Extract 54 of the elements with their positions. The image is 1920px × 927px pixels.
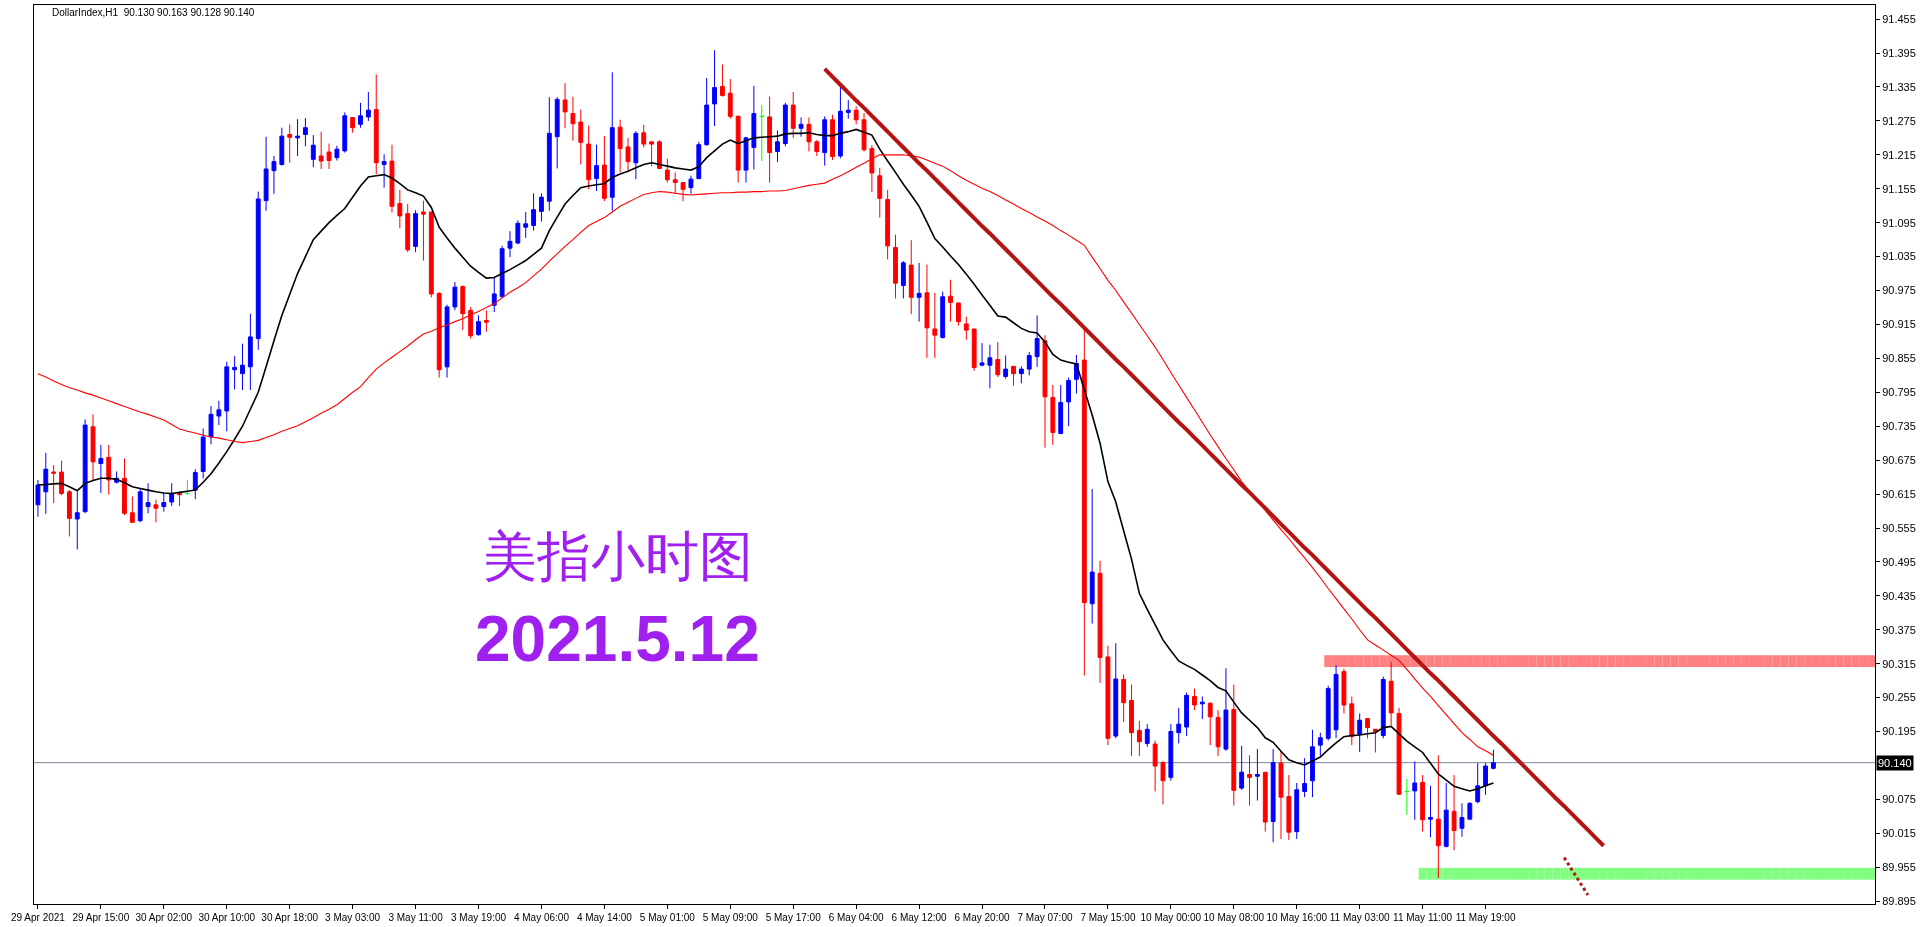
annotation: 美指小时图 bbox=[483, 525, 753, 588]
y-tick-label: 91.395 bbox=[1882, 46, 1916, 59]
y-tick-label: 91.215 bbox=[1882, 148, 1916, 161]
x-tick-label: 29 Apr 2021 bbox=[10, 912, 66, 923]
y-tick-label: 91.455 bbox=[1882, 12, 1916, 25]
x-tick-label: 4 May 06:00 bbox=[513, 912, 570, 923]
y-tick-label: 90.555 bbox=[1882, 521, 1916, 534]
y-tick-label: 91.095 bbox=[1882, 216, 1916, 229]
annotation: 2021.5.12 bbox=[475, 603, 760, 675]
y-tick-label: 90.315 bbox=[1882, 657, 1916, 670]
y-tick-label: 90.675 bbox=[1882, 454, 1916, 466]
x-tick-label: 10 May 16:00 bbox=[1266, 912, 1328, 923]
y-tick-label: 90.255 bbox=[1882, 691, 1916, 704]
y-tick-label: 89.895 bbox=[1882, 895, 1916, 908]
x-tick-label: 6 May 04:00 bbox=[828, 912, 885, 923]
ref-line-label: 90.140 bbox=[1878, 757, 1912, 769]
y-tick-label: 90.195 bbox=[1882, 725, 1916, 738]
y-tick-label: 89.955 bbox=[1882, 861, 1916, 874]
y-tick-label: 90.075 bbox=[1882, 793, 1916, 806]
x-tick-label: 10 May 00:00 bbox=[1140, 912, 1202, 923]
y-tick-label: 91.335 bbox=[1882, 80, 1916, 93]
chart-title: DollarIndex,H1 90.130 90.163 90.128 90.140 bbox=[52, 7, 255, 18]
x-tick-label: 11 May 11:00 bbox=[1393, 912, 1453, 923]
x-tick-label: 11 May 03:00 bbox=[1329, 912, 1391, 923]
y-tick-label: 90.495 bbox=[1882, 555, 1916, 568]
x-tick-label: 3 May 19:00 bbox=[450, 912, 507, 923]
x-tick-label: 30 Apr 10:00 bbox=[198, 912, 256, 923]
x-tick-label: 6 May 20:00 bbox=[954, 912, 1010, 923]
y-tick-label: 90.435 bbox=[1882, 589, 1916, 602]
y-tick-label: 90.795 bbox=[1882, 386, 1916, 399]
y-tick-label: 90.915 bbox=[1882, 318, 1916, 331]
x-tick-label: 29 Apr 15:00 bbox=[72, 912, 130, 923]
x-tick-label: 5 May 09:00 bbox=[702, 912, 759, 923]
x-tick-label: 11 May 19:00 bbox=[1455, 912, 1516, 923]
x-tick-label: 10 May 08:00 bbox=[1203, 912, 1265, 923]
x-tick-label: 5 May 17:00 bbox=[765, 912, 822, 923]
y-tick-label: 90.615 bbox=[1882, 487, 1916, 500]
x-tick-label: 7 May 07:00 bbox=[1017, 912, 1073, 923]
y-tick-label: 90.735 bbox=[1882, 420, 1916, 433]
x-tick-label: 30 Apr 02:00 bbox=[135, 912, 193, 923]
y-tick-label: 90.975 bbox=[1882, 284, 1916, 297]
x-tick-label: 3 May 03:00 bbox=[325, 912, 381, 923]
y-tick-label: 91.155 bbox=[1882, 182, 1916, 195]
y-tick-label: 90.855 bbox=[1882, 352, 1916, 365]
x-tick-label: 5 May 01:00 bbox=[639, 912, 696, 923]
x-tick-label: 6 May 12:00 bbox=[891, 912, 948, 923]
x-tick-label: 7 May 15:00 bbox=[1080, 912, 1136, 923]
y-tick-label: 91.275 bbox=[1882, 114, 1916, 127]
y-tick-label: 91.035 bbox=[1882, 250, 1916, 263]
x-tick-label: 30 Apr 18:00 bbox=[261, 912, 319, 923]
y-tick-label: 90.015 bbox=[1882, 827, 1916, 840]
x-tick-label: 4 May 14:00 bbox=[576, 912, 633, 923]
y-tick-label: 90.375 bbox=[1882, 623, 1916, 636]
x-tick-label: 3 May 11:00 bbox=[388, 912, 444, 923]
